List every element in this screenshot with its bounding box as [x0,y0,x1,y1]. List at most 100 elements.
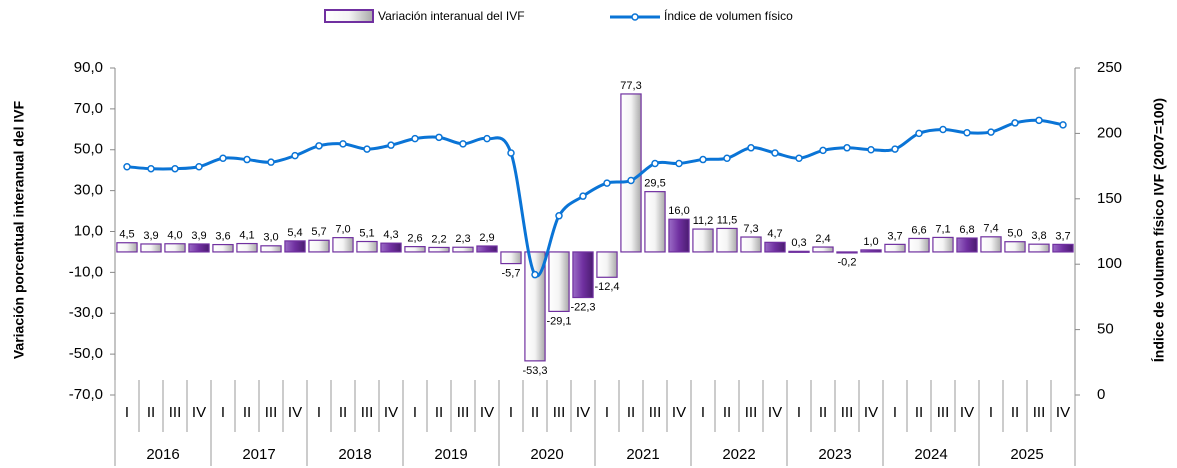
x-tick-label: I [413,404,417,421]
bar [356,240,378,253]
data-label: -53,3 [522,365,547,377]
bar [644,191,666,253]
x-tick-label: III [265,404,278,421]
x-tick-label: II [339,404,347,421]
line-marker [579,192,587,200]
line-marker [747,144,755,152]
x-tick-label: III [841,404,854,421]
bar [812,246,834,253]
y2-axis-title: Índice de volumen físico IVF (2007=100) [1151,98,1167,362]
bar [860,249,882,253]
x-tick-label: IV [1056,404,1070,421]
data-label: -12,4 [594,281,619,293]
line-marker [363,145,371,153]
line-marker [1011,119,1019,127]
x-tick-label: III [361,404,374,421]
x-tick-label: II [435,404,443,421]
line-marker [891,145,899,153]
x-tick-label: II [819,404,827,421]
data-label: 7,0 [335,224,350,236]
data-label: 2,6 [407,233,422,245]
line-marker [243,155,251,164]
year-label: 2018 [338,446,371,463]
year-label: 2020 [530,446,563,463]
bar [740,236,762,253]
bar [764,241,786,253]
y2-tick-label: 150 [1097,190,1122,207]
x-tick-label: I [797,404,801,421]
x-tick-label: IV [576,404,590,421]
year-label: 2017 [242,446,275,463]
bar [932,236,954,253]
bar [284,240,306,253]
data-label: 16,0 [668,205,689,217]
line-marker [435,133,443,142]
y-tick-label: 30,0 [74,182,103,199]
bar [260,245,282,253]
bar [884,243,906,253]
bar [404,246,426,253]
bar [836,251,858,254]
x-tick-label: I [989,404,993,421]
data-label: -5,7 [502,267,521,279]
data-label: 0,3 [791,237,806,249]
year-label: 2019 [434,446,467,463]
x-tick-label: IV [768,404,782,421]
year-label: 2021 [626,446,659,463]
bar [452,246,474,253]
data-label: 29,5 [644,178,665,190]
y-tick-label: 10,0 [74,222,103,239]
bar [620,93,642,253]
line-marker [459,140,467,148]
x-tick-label: II [147,404,155,421]
y2-tick-label: 100 [1097,255,1122,272]
y2-tick-label: 0 [1097,386,1105,403]
data-label: -22,3 [570,301,595,313]
bar [692,228,714,253]
year-label: 2025 [1010,446,1043,463]
bar [212,243,234,253]
line-marker [867,146,875,154]
x-tick-label: III [1033,404,1046,421]
bar [332,237,354,253]
line-marker [651,159,659,168]
line-marker [603,179,611,187]
x-tick-label: IV [672,404,686,421]
line-marker [915,129,923,138]
data-label: 4,1 [239,229,254,241]
x-tick-label: I [701,404,705,421]
legend-label: Índice de volumen físico [664,8,793,23]
bar [500,251,522,265]
y-axis-title: Variación porcentual interanual del IVF [11,100,27,359]
x-tick-label: I [125,404,129,421]
bar [428,246,450,253]
line-marker [987,128,995,136]
line-marker [195,163,203,171]
data-label: 4,0 [167,230,182,242]
line-marker [411,134,419,143]
data-label: 3,0 [263,232,278,244]
data-label: 3,6 [215,230,230,242]
x-tick-label: III [745,404,758,421]
y-tick-label: 90,0 [74,59,103,76]
bar [788,250,810,253]
y-tick-label: 50,0 [74,141,103,158]
data-label: 5,7 [311,226,326,238]
data-label: 2,9 [479,232,494,244]
data-label: 3,9 [191,230,206,242]
bar [716,227,738,253]
y-tick-label: -70,0 [69,386,103,403]
line-marker [267,158,275,166]
data-label: 5,4 [287,227,302,239]
bar [308,239,330,253]
bar [380,242,402,253]
data-label: 4,7 [767,228,782,240]
bar [236,242,258,253]
year-label: 2024 [914,446,947,463]
line-marker [219,154,227,163]
x-tick-label: IV [960,404,974,421]
data-label: -0,2 [838,256,857,268]
line-marker [171,164,179,173]
y2-tick-label: 50 [1097,321,1114,338]
x-tick-label: III [457,404,470,421]
